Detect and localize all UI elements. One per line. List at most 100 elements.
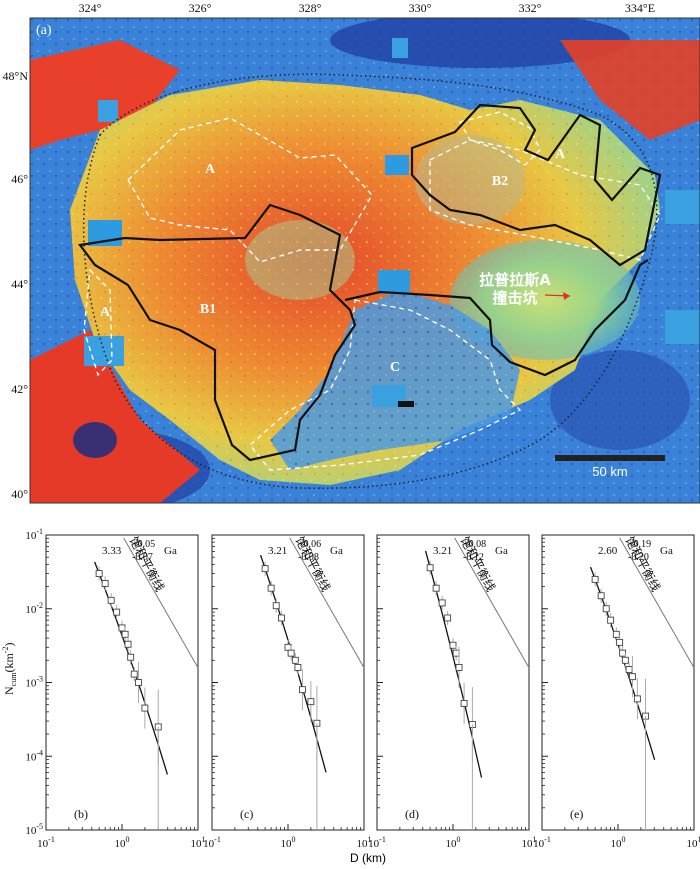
panel-label: (b) — [74, 807, 88, 821]
data-point — [449, 641, 457, 649]
unit-b1-boundary — [78, 203, 357, 462]
x-tick-label: 101 — [357, 835, 372, 850]
data-point — [127, 653, 135, 661]
lat-tick: 48°N — [3, 69, 29, 83]
age-error-minus: -0.08 — [298, 552, 319, 563]
data-point — [124, 640, 132, 648]
data-point — [261, 565, 269, 573]
x-tick-label-base: 10 — [368, 838, 380, 850]
unit-b2-boundary-solid — [410, 103, 662, 267]
data-point — [602, 605, 610, 613]
data-point — [432, 584, 440, 592]
scale-bar-label: 50 km — [592, 464, 627, 479]
panel-label: (e) — [570, 807, 583, 821]
map-panel — [30, 18, 700, 503]
region-label-a: A — [100, 305, 111, 320]
lon-tick: 328° — [299, 1, 322, 15]
ylabel-sub: cum — [9, 672, 18, 687]
data-point — [444, 614, 452, 622]
model-age: 3.21 — [433, 545, 452, 557]
csfd-panels: 10-1 100 10110-110-210-310-410-5饱和平衡线3.33+… — [25, 527, 700, 850]
age-error-plus: +0.06 — [298, 539, 321, 550]
y-tick-label-base: 10 — [25, 604, 37, 616]
data-point — [455, 663, 463, 671]
x-tick-label: 101 — [191, 835, 206, 850]
mare-green-zone — [415, 135, 525, 225]
ylabel-n: N — [2, 686, 16, 695]
model-age: 2.60 — [598, 545, 618, 557]
data-gap — [392, 38, 408, 58]
data-point — [607, 616, 615, 624]
age-unit: Ga — [660, 545, 673, 557]
dark-highland-patch — [550, 350, 690, 450]
data-point — [460, 699, 468, 707]
data-point — [272, 602, 280, 610]
data-point — [597, 592, 605, 600]
age-error-plus: +0.19 — [628, 539, 651, 550]
x-tick-label: 100 — [115, 835, 130, 850]
data-gap — [665, 310, 700, 344]
lat-tick: 46° — [11, 172, 28, 186]
data-point — [299, 686, 306, 694]
data-point — [95, 570, 103, 578]
region-label-a: A — [205, 162, 216, 177]
data-gap — [378, 270, 410, 294]
red-basalt-outer — [30, 40, 180, 150]
plot-frame — [376, 534, 530, 831]
data-gap — [398, 401, 414, 407]
lon-tick: 324° — [79, 1, 102, 15]
x-tick-label-exp: 0 — [622, 835, 626, 844]
latitude-ticks: 48°N 46° 44° 42° 40° — [3, 69, 29, 501]
region-label-b1: B1 — [200, 302, 216, 317]
data-gap — [372, 385, 406, 407]
age-error-plus: +0.05 — [132, 539, 155, 550]
x-tick-label-base: 10 — [611, 838, 623, 850]
data-point — [426, 564, 434, 572]
unit-b2-boundary — [429, 139, 661, 261]
data-point — [107, 596, 115, 604]
laplace-a-ejecta — [450, 240, 640, 360]
svg-text:Ncum(km-2): Ncum(km-2) — [1, 643, 18, 695]
panel-label: (c) — [240, 807, 253, 821]
ylabel-unit: (km — [2, 653, 16, 673]
age-unit: Ga — [164, 545, 177, 557]
lat-tick: 44° — [11, 277, 28, 291]
lon-tick: 332° — [519, 1, 542, 15]
y-tick-label-exp: -1 — [36, 527, 43, 536]
x-tick-label: 10-1 — [203, 835, 221, 850]
red-basalt-outer — [560, 40, 700, 140]
y-tick-label: 10-1 — [25, 527, 43, 542]
age-unit: Ga — [330, 545, 343, 557]
x-tick-label-base: 10 — [533, 838, 545, 850]
x-tick-label-base: 10 — [687, 838, 699, 850]
x-tick-label-base: 10 — [37, 838, 49, 850]
data-point — [101, 580, 109, 587]
data-point — [591, 575, 599, 583]
y-tick-label-base: 10 — [25, 530, 37, 542]
data-point — [267, 584, 275, 592]
x-tick-label-exp: -1 — [48, 835, 55, 844]
age-error-minus: -0.12 — [463, 552, 484, 563]
x-tick-label: 10-1 — [368, 835, 386, 850]
x-tick-label-base: 10 — [357, 838, 369, 850]
age-error-plus: +0.08 — [463, 539, 486, 550]
x-tick-label: 101 — [687, 835, 700, 850]
model-age: 3.33 — [102, 545, 122, 557]
y-tick-label-exp: -4 — [36, 748, 43, 757]
data-point — [438, 599, 446, 607]
x-tick-label-exp: -1 — [214, 835, 221, 844]
x-tick-label-base: 10 — [115, 838, 127, 850]
scale-bar — [555, 455, 665, 461]
panel-label: (d) — [405, 807, 419, 821]
data-point — [294, 663, 302, 671]
unit-a-boundary — [83, 268, 113, 377]
y-tick-label-exp: -2 — [36, 601, 43, 610]
y-tick-label: 10-2 — [25, 601, 43, 616]
data-point — [141, 704, 149, 712]
y-tick-label-exp: -3 — [36, 675, 43, 684]
y-axis-label: Ncum(km-2) — [1, 643, 18, 695]
data-point — [135, 679, 142, 686]
x-tick-label-exp: 1 — [368, 835, 372, 844]
